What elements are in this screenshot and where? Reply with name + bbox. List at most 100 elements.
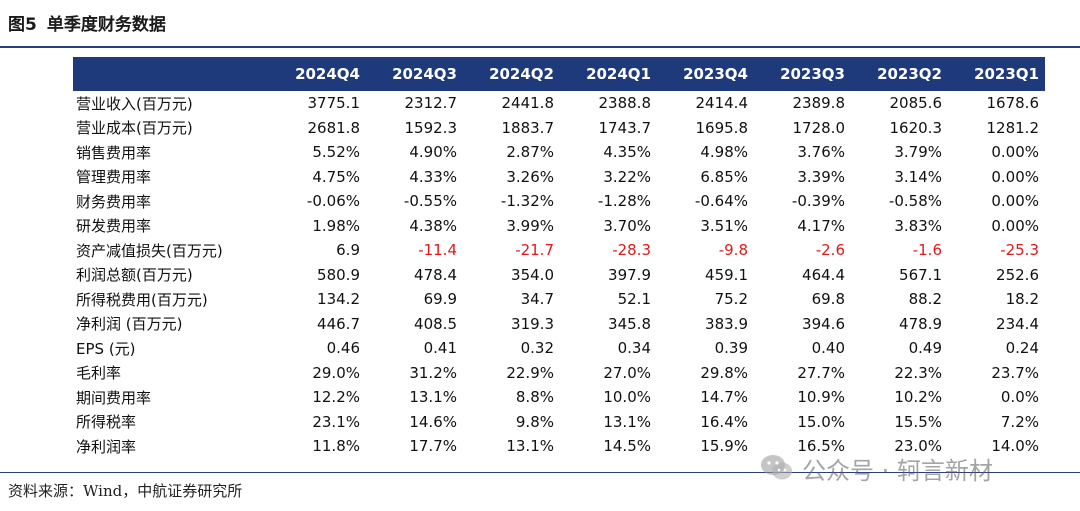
table-cell: 29.8% bbox=[700, 363, 748, 382]
table-cell: 18.2 bbox=[1005, 290, 1039, 309]
table-header: 2024Q4 2024Q3 2024Q2 2024Q1 2023Q4 2023Q3 2023… bbox=[73, 57, 1045, 91]
table-cell: 4.33% bbox=[409, 167, 457, 186]
table-cell: 52.1 bbox=[617, 290, 651, 309]
table-cell: 0.00% bbox=[991, 143, 1039, 162]
table-cell: -1.32% bbox=[500, 192, 554, 211]
table-cell: 1728.0 bbox=[792, 118, 846, 137]
table-cell: 3.70% bbox=[603, 216, 651, 235]
top-divider bbox=[0, 46, 1080, 48]
table-cell: 0.34 bbox=[617, 339, 651, 358]
table-cell: 9.8% bbox=[515, 412, 554, 431]
table-cell: -0.55% bbox=[403, 192, 457, 211]
watermark: 公众号 · 轲言新材 bbox=[760, 450, 993, 486]
table-cell: -0.64% bbox=[694, 192, 748, 211]
table-cell: -1.6 bbox=[912, 241, 942, 260]
table-cell: 1592.3 bbox=[404, 118, 458, 137]
table-cell: 0.00% bbox=[991, 167, 1039, 186]
header-row: 2024Q4 2024Q3 2024Q2 2024Q1 2023Q4 2023Q3 2023… bbox=[73, 57, 1045, 91]
table-cell: 12.2% bbox=[312, 388, 360, 407]
table-cell: 408.5 bbox=[414, 314, 457, 333]
table-cell: -9.8 bbox=[718, 241, 748, 260]
table-cell: 354.0 bbox=[511, 265, 554, 284]
table-cell: 464.4 bbox=[802, 265, 845, 284]
watermark-text: 公众号 · 轲言新材 bbox=[802, 456, 993, 485]
table-row: 研发费用率 1.98% 4.38% 3.99% 3.70% 3.51% 4.17% 3.83%… bbox=[73, 214, 1045, 239]
table-cell: 13.1% bbox=[603, 412, 651, 431]
figure-title: 图5 单季度财务数据 bbox=[8, 10, 166, 35]
table-cell: 234.4 bbox=[996, 314, 1039, 333]
column-header: 2024Q2 bbox=[463, 57, 560, 91]
column-header: 2023Q2 bbox=[851, 57, 948, 91]
table-cell: 478.4 bbox=[414, 265, 457, 284]
table-cell: 3.22% bbox=[603, 167, 651, 186]
table-cell: 15.5% bbox=[894, 412, 942, 431]
table-cell: -11.4 bbox=[418, 241, 457, 260]
table-cell: 0.00% bbox=[991, 192, 1039, 211]
table-cell: 394.6 bbox=[802, 314, 845, 333]
table-cell: 2681.8 bbox=[307, 118, 361, 137]
table-cell: 16.4% bbox=[700, 412, 748, 431]
table-cell: 4.98% bbox=[700, 143, 748, 162]
table-cell: 0.32 bbox=[520, 339, 554, 358]
table-cell: 3775.1 bbox=[307, 94, 361, 113]
table-row: 营业收入(百万元) 3775.1 2312.7 2441.8 2388.8 2414.4 2… bbox=[73, 91, 1045, 116]
table-cell: 459.1 bbox=[705, 265, 748, 284]
table-cell: -0.58% bbox=[888, 192, 942, 211]
table-row: 资产减值损失(百万元) 6.9 -11.4 -21.7 -28.3 -9.8 -2.6 -1.… bbox=[73, 238, 1045, 263]
table-cell: -0.39% bbox=[791, 192, 845, 211]
source-note: 资料来源：Wind，中航证券研究所 bbox=[8, 482, 243, 500]
table-cell: 0.41 bbox=[423, 339, 457, 358]
row-label: 所得税率 bbox=[76, 413, 137, 432]
table-row: 所得税费用(百万元) 134.2 69.9 34.7 52.1 75.2 69.8 88.2 1… bbox=[73, 287, 1045, 312]
table-cell: 397.9 bbox=[608, 265, 651, 284]
table-cell: 10.0% bbox=[603, 388, 651, 407]
table-cell: 15.9% bbox=[700, 437, 748, 456]
table-cell: 0.24 bbox=[1005, 339, 1039, 358]
row-label: EPS (元) bbox=[76, 339, 136, 358]
table-cell: 2389.8 bbox=[792, 94, 846, 113]
table-cell: 10.9% bbox=[797, 388, 845, 407]
table-cell: 567.1 bbox=[899, 265, 942, 284]
table-cell: 383.9 bbox=[705, 314, 748, 333]
table-cell: 1678.6 bbox=[986, 94, 1040, 113]
table-cell: 7.2% bbox=[1000, 412, 1039, 431]
table-cell: 17.7% bbox=[409, 437, 457, 456]
column-header: 2023Q4 bbox=[657, 57, 754, 91]
table-cell: 2441.8 bbox=[501, 94, 555, 113]
table-cell: 3.39% bbox=[797, 167, 845, 186]
bottom-divider bbox=[0, 472, 1080, 473]
row-label: 所得税费用(百万元) bbox=[76, 290, 208, 309]
table-cell: 2414.4 bbox=[695, 94, 749, 113]
table-cell: 1281.2 bbox=[986, 118, 1040, 137]
row-label: 期间费用率 bbox=[76, 388, 152, 407]
table-cell: 23.7% bbox=[991, 363, 1039, 382]
table-cell: 4.17% bbox=[797, 216, 845, 235]
table-row: 营业成本(百万元) 2681.8 1592.3 1883.7 1743.7 1695.8 1… bbox=[73, 116, 1045, 141]
quarterly-financial-table: 2024Q4 2024Q3 2024Q2 2024Q1 2023Q4 2023Q3 2023… bbox=[73, 57, 1045, 459]
table-cell: 3.79% bbox=[894, 143, 942, 162]
table-cell: -28.3 bbox=[612, 241, 651, 260]
table-cell: -2.6 bbox=[815, 241, 845, 260]
table-cell: 27.0% bbox=[603, 363, 651, 382]
table-cell: 0.40 bbox=[811, 339, 845, 358]
table-cell: 1.98% bbox=[312, 216, 360, 235]
table-row: EPS (元) 0.46 0.41 0.32 0.34 0.39 0.40 0.49 0.24 bbox=[73, 336, 1045, 361]
table-cell: 4.38% bbox=[409, 216, 457, 235]
table-row: 财务费用率 -0.06% -0.55% -1.32% -1.28% -0.64% -0.39… bbox=[73, 189, 1045, 214]
table-cell: 4.75% bbox=[312, 167, 360, 186]
table-cell: 319.3 bbox=[511, 314, 554, 333]
table-cell: -21.7 bbox=[515, 241, 554, 260]
table-cell: 345.8 bbox=[608, 314, 651, 333]
table-cell: 134.2 bbox=[317, 290, 360, 309]
table-cell: 478.9 bbox=[899, 314, 942, 333]
figure-number: 图5 bbox=[8, 15, 37, 35]
financial-table-container: 2024Q4 2024Q3 2024Q2 2024Q1 2023Q4 2023Q3 2023… bbox=[73, 57, 1045, 459]
table-cell: 16.5% bbox=[797, 437, 845, 456]
table-cell: 27.7% bbox=[797, 363, 845, 382]
table-row: 销售费用率 5.52% 4.90% 2.87% 4.35% 4.98% 3.76% 3.79%… bbox=[73, 140, 1045, 165]
wechat-icon bbox=[761, 455, 792, 480]
column-header: 2024Q4 bbox=[269, 57, 366, 91]
row-label: 净利润率 bbox=[76, 437, 137, 456]
table-cell: 22.3% bbox=[894, 363, 942, 382]
table-cell: 13.1% bbox=[409, 388, 457, 407]
